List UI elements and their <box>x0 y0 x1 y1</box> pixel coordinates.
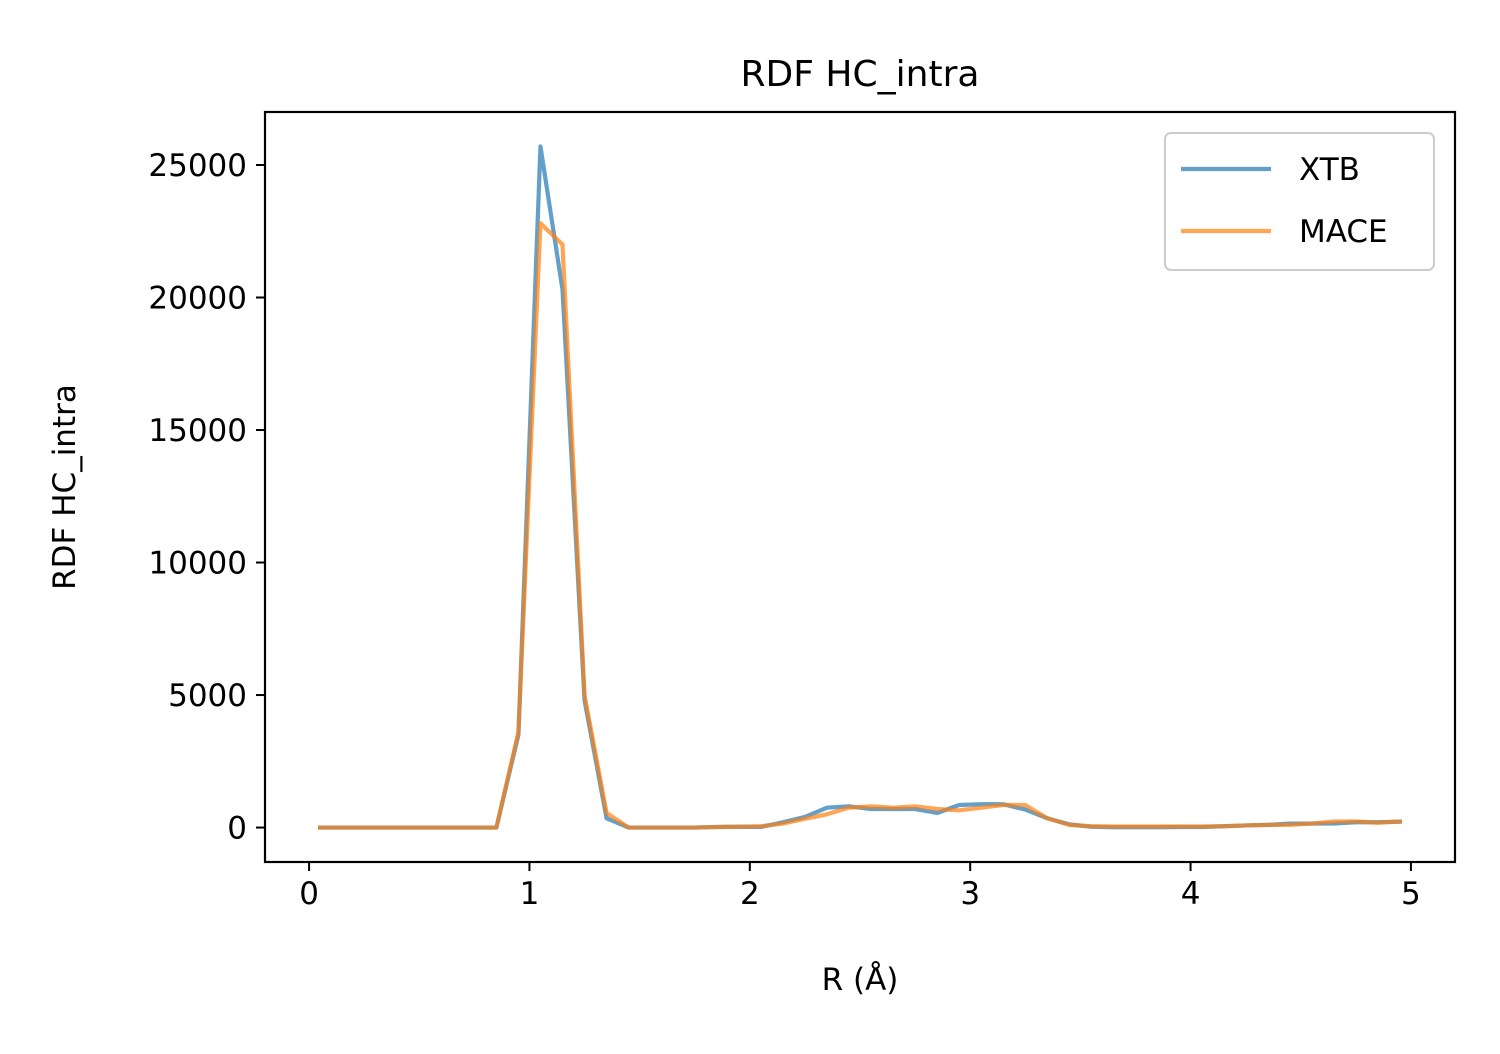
x-tick-label: 0 <box>299 876 319 912</box>
y-tick-label: 25000 <box>148 148 247 184</box>
legend-label-mace: MACE <box>1299 214 1388 250</box>
y-tick-label: 0 <box>227 811 247 847</box>
y-tick-label: 15000 <box>148 413 247 449</box>
x-tick-label: 3 <box>960 876 980 912</box>
legend-label-xtb: XTB <box>1299 152 1360 188</box>
x-tick-label: 2 <box>740 876 760 912</box>
chart-title: RDF HC_intra <box>741 54 980 95</box>
x-tick-label: 4 <box>1181 876 1201 912</box>
legend: XTB MACE <box>1164 132 1435 271</box>
plot-area-frame <box>263 110 1457 864</box>
y-tick-label: 20000 <box>148 281 247 317</box>
x-axis-label: R (Å) <box>822 962 899 998</box>
y-tick-label: 10000 <box>148 546 247 582</box>
x-axis: 0 1 2 3 4 5 <box>299 862 1421 912</box>
y-tick-label: 5000 <box>168 678 247 714</box>
series-line-mace <box>317 221 1403 830</box>
y-axis-label: RDF HC_intra <box>47 384 83 590</box>
x-tick-label: 5 <box>1401 876 1421 912</box>
series-lines <box>317 144 1403 830</box>
y-axis: 0 5000 10000 15000 20000 25000 <box>148 148 265 847</box>
x-tick-label: 1 <box>520 876 540 912</box>
